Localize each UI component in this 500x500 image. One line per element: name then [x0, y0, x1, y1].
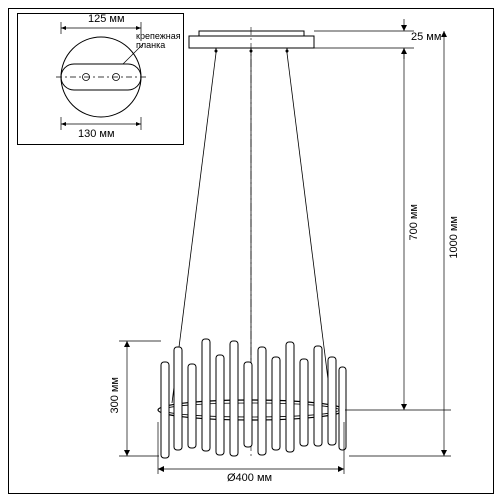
dim-drop: 700 мм — [408, 204, 420, 241]
dim-diameter: Ø400 мм — [227, 472, 272, 484]
tubes — [161, 339, 346, 458]
drawing-frame: 125 мм крепежнаяпланка 130 мм — [8, 8, 494, 494]
dim-total: 1000 мм — [448, 216, 460, 259]
main-diagram — [9, 9, 493, 493]
dim-ceiling: 25 мм — [411, 31, 441, 43]
dim-body: 300 мм — [109, 377, 121, 414]
